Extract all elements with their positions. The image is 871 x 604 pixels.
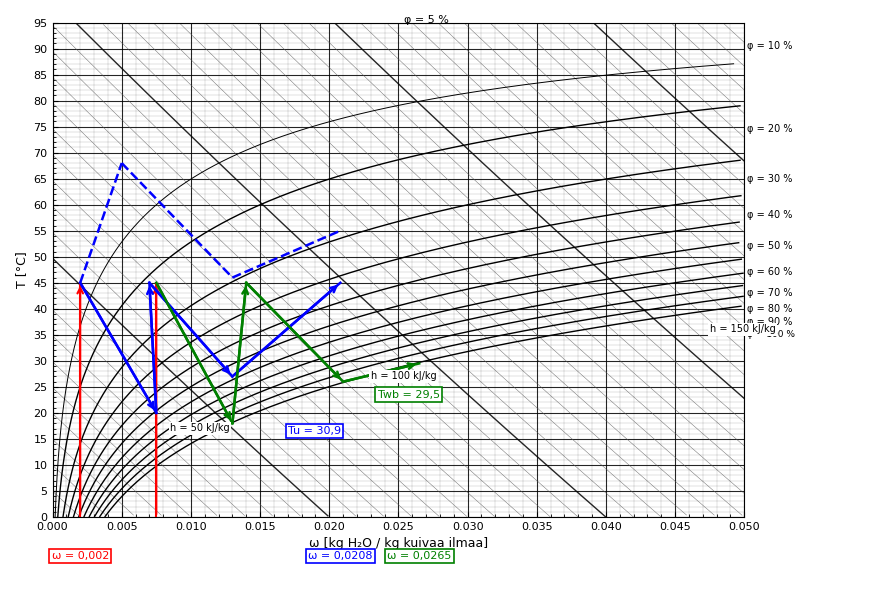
Text: φ = 90 %: φ = 90 % [747, 317, 793, 327]
X-axis label: ω [kg H₂O / kg kuivaa ilmaa]: ω [kg H₂O / kg kuivaa ilmaa] [309, 538, 488, 550]
Text: ω = 0,0208: ω = 0,0208 [308, 551, 373, 561]
Text: φ = 10 %: φ = 10 % [747, 41, 793, 51]
Text: Twb = 29,5: Twb = 29,5 [378, 390, 440, 400]
Text: φ = 60 %: φ = 60 % [747, 268, 793, 277]
Y-axis label: T [°C]: T [°C] [15, 251, 28, 288]
Text: h = 50 kJ/kg: h = 50 kJ/kg [170, 423, 230, 433]
Text: φ = 20 %: φ = 20 % [747, 124, 793, 134]
Text: φ = 70 %: φ = 70 % [747, 288, 793, 298]
Text: φ = 5 %: φ = 5 % [403, 15, 449, 25]
Text: φ = 100 %: φ = 100 % [747, 330, 795, 339]
Text: Tu = 30,9: Tu = 30,9 [287, 426, 341, 436]
Text: φ = 50 %: φ = 50 % [747, 242, 793, 251]
Text: h = 100 kJ/kg: h = 100 kJ/kg [371, 371, 436, 381]
Text: ω = 0,0265: ω = 0,0265 [387, 551, 451, 561]
Text: ω = 0,002: ω = 0,002 [51, 551, 109, 561]
Text: φ = 80 %: φ = 80 % [747, 304, 793, 314]
Text: φ = 30 %: φ = 30 % [747, 174, 793, 184]
Text: h = 150 kJ/kg: h = 150 kJ/kg [710, 324, 775, 334]
Text: φ = 40 %: φ = 40 % [747, 210, 793, 220]
